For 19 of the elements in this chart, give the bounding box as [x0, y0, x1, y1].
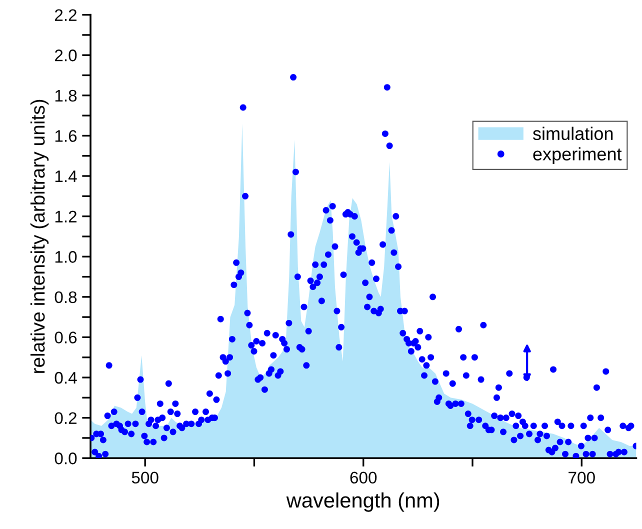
x-tick-label: 700: [568, 472, 595, 484]
y-tick-label: 0.6: [54, 332, 77, 344]
y-tick-label: 0.0: [54, 452, 77, 464]
y-tick-label: 2.2: [55, 9, 76, 21]
x-tick-label: 600: [350, 472, 377, 484]
legend-label: experiment: [533, 147, 622, 164]
legend-label: simulation: [532, 126, 613, 140]
y-tick-label: 1.4: [55, 170, 77, 182]
y-tick-label: 1.6: [55, 130, 77, 142]
y-tick-label: 2.0: [55, 50, 77, 62]
x-axis-title: wavelength (nm): [286, 492, 440, 512]
y-tick-label: 0.8: [54, 291, 77, 304]
y-tick-label: 1.0: [55, 251, 77, 263]
y-tick-label: 0.2: [54, 412, 76, 424]
y-tick-label: 1.8: [55, 90, 77, 102]
y-tick-label: 1.2: [55, 210, 76, 222]
y-axis-title: relative intensity (arbitrary units): [30, 100, 49, 373]
x-tick-label: 500: [132, 472, 158, 484]
y-tick-label: 0.4: [54, 372, 77, 384]
